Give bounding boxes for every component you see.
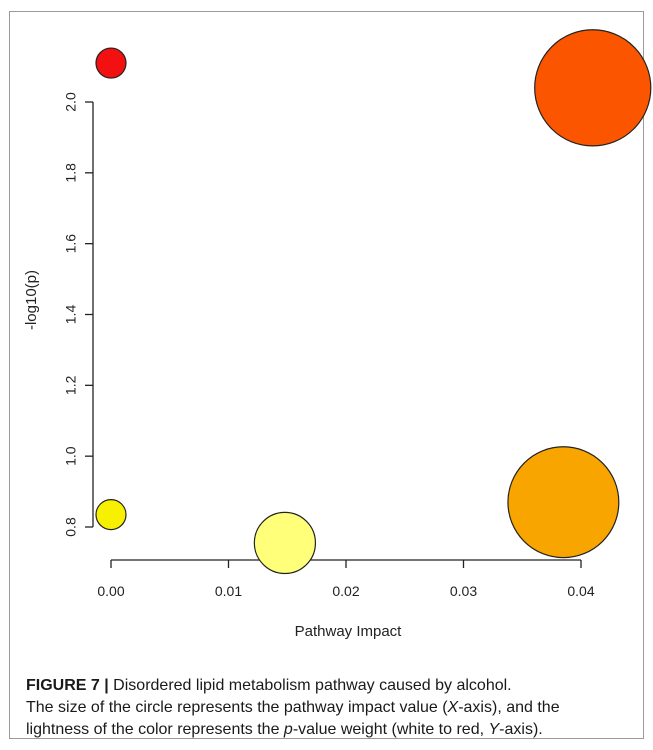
caption-line-1: FIGURE 7 | Disordered lipid metabolism p… — [26, 675, 636, 697]
bubble-point — [95, 499, 127, 531]
bubble-point — [95, 47, 127, 79]
caption-p-italic: p — [283, 721, 293, 738]
caption-separator: | — [104, 677, 109, 694]
caption-line-3: lightness of the color represents the p-… — [26, 719, 636, 741]
caption-text-2b: -axis), and the — [458, 699, 560, 716]
y-tick-label: 1.2 — [63, 375, 79, 395]
figure-caption: FIGURE 7 | Disordered lipid metabolism p… — [26, 675, 636, 741]
x-tick-label: 0.00 — [97, 583, 124, 599]
bubble-point — [253, 511, 317, 575]
caption-text-1: Disordered lipid metabolism pathway caus… — [108, 677, 512, 694]
caption-line-2: The size of the circle represents the pa… — [26, 697, 636, 719]
figure-label: FIGURE 7 — [26, 677, 100, 694]
y-tick-label: 1.0 — [63, 446, 79, 466]
caption-text-3b: -value weight (white to red, — [292, 721, 489, 738]
caption-y-italic: Y — [488, 721, 500, 738]
x-axis-label: Pathway Impact — [295, 623, 403, 640]
bubbles — [95, 29, 652, 575]
y-tick-label: 0.8 — [63, 517, 79, 537]
caption-text-3a: lightness of the color represents the — [26, 721, 284, 738]
x-tick-label: 0.01 — [215, 583, 242, 599]
axes: 0.8 1.0 1.2 1.4 1.6 1.8 2.0 0.00 0.01 0.02 0.03 0.0… — [63, 92, 595, 599]
y-tick-label: 1.8 — [63, 163, 79, 183]
y-tick-label: 1.4 — [63, 305, 79, 325]
bubble-point — [507, 446, 620, 559]
figure-frame — [9, 11, 644, 739]
caption-x-italic: X — [447, 699, 459, 716]
y-axis-label: -log10(p) — [23, 270, 40, 330]
caption-text-2a: The size of the circle represents the pa… — [26, 699, 448, 716]
x-tick-label: 0.02 — [332, 583, 359, 599]
x-tick-label: 0.04 — [567, 583, 594, 599]
x-tick-label: 0.03 — [450, 583, 477, 599]
y-tick-label: 1.6 — [63, 234, 79, 254]
bubble-point — [534, 29, 652, 147]
y-tick-label: 2.0 — [63, 92, 79, 112]
caption-text-3c: -axis). — [499, 721, 543, 738]
bubble-chart: 0.8 1.0 1.2 1.4 1.6 1.8 2.0 0.00 0.01 0.02 0.03 0.0… — [23, 29, 652, 640]
